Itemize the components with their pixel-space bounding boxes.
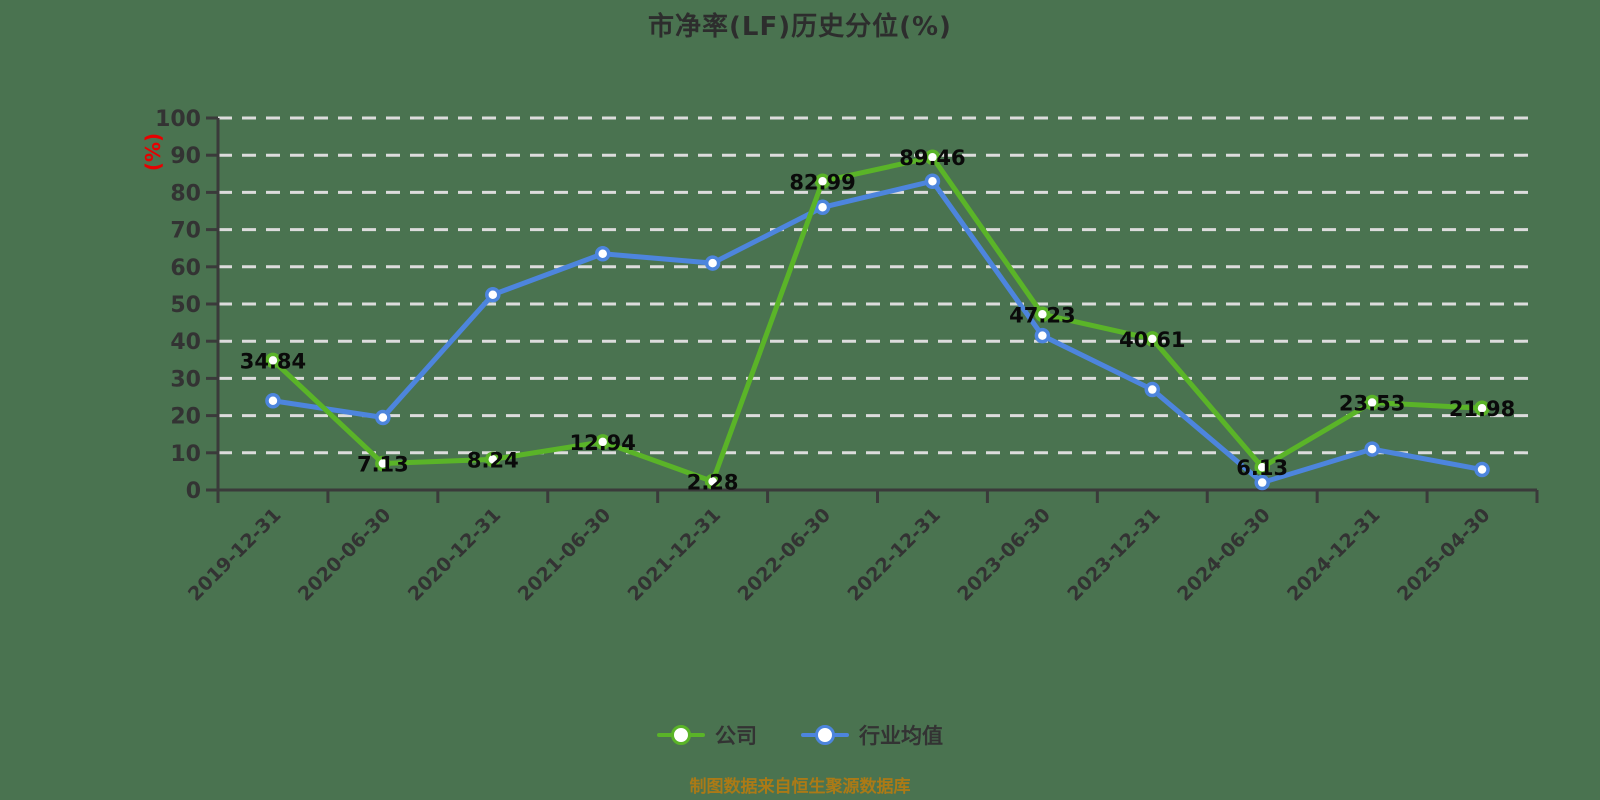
x-tick-label: 2020-06-30 bbox=[294, 504, 396, 606]
data-point-marker bbox=[1034, 306, 1051, 323]
data-point-marker bbox=[704, 473, 721, 490]
data-point-marker bbox=[375, 455, 391, 472]
data-point-label: 34.84 bbox=[240, 349, 306, 373]
company-marker-icon bbox=[671, 725, 691, 745]
data-point-label: 82.99 bbox=[789, 170, 855, 194]
data-point-label: 89.46 bbox=[899, 146, 965, 170]
legend-label-industry: 行业均值 bbox=[859, 724, 943, 748]
data-point-marker bbox=[1364, 394, 1380, 411]
x-tick-label: 2025-04-30 bbox=[1393, 504, 1495, 606]
data-point-marker bbox=[485, 286, 501, 303]
x-tick-label: 2024-12-31 bbox=[1283, 504, 1385, 606]
x-tick-label: 2022-12-31 bbox=[843, 504, 945, 606]
x-tick-label: 2022-06-30 bbox=[734, 504, 836, 606]
data-point-marker bbox=[924, 149, 941, 165]
y-tick-label: 80 bbox=[170, 181, 201, 206]
data-point-marker bbox=[594, 246, 611, 262]
data-point-marker bbox=[1364, 441, 1380, 457]
industry-line-swatch bbox=[801, 724, 849, 746]
data-point-marker bbox=[1474, 400, 1490, 416]
chart-title: 市净率(LF)历史分位(%) bbox=[648, 12, 952, 42]
x-tick-label: 2021-12-31 bbox=[624, 504, 726, 606]
company-series-line bbox=[270, 154, 1485, 485]
data-point-marker bbox=[924, 173, 941, 189]
y-tick-label: 40 bbox=[170, 330, 201, 355]
x-tick-label: 2023-06-30 bbox=[953, 504, 1055, 606]
x-tick-label: 2020-12-31 bbox=[404, 504, 506, 606]
x-tick-label: 2019-12-31 bbox=[184, 504, 286, 606]
data-point-marker bbox=[375, 409, 391, 426]
data-point-marker bbox=[814, 173, 831, 190]
data-point-label: 40.61 bbox=[1119, 328, 1185, 352]
y-tick-label: 90 bbox=[170, 144, 201, 169]
chart-legend: 公司 行业均值 bbox=[0, 720, 1600, 750]
y-tick-label: 70 bbox=[170, 219, 201, 244]
data-source-note: 制图数据来自恒生聚源数据库 bbox=[689, 777, 911, 797]
data-point-marker bbox=[265, 392, 281, 409]
data-point-label: 21.98 bbox=[1449, 397, 1515, 421]
data-point-marker bbox=[1144, 381, 1161, 398]
data-point-marker bbox=[1034, 327, 1051, 344]
data-point-label: 23.53 bbox=[1339, 391, 1405, 415]
data-point-marker bbox=[704, 255, 721, 271]
y-tick-label: 100 bbox=[155, 107, 201, 132]
data-point-marker bbox=[1254, 474, 1270, 491]
y-tick-label: 10 bbox=[170, 442, 201, 467]
y-tick-label: 30 bbox=[170, 367, 201, 392]
x-tick-label: 2024-06-30 bbox=[1173, 504, 1275, 606]
industry-marker-icon bbox=[815, 725, 835, 745]
legend-item-industry[interactable]: 行业均值 bbox=[801, 720, 943, 750]
data-point-label: 47.23 bbox=[1009, 303, 1075, 327]
y-tick-label: 60 bbox=[170, 256, 201, 281]
x-tick-label: 2023-12-31 bbox=[1063, 504, 1165, 606]
y-tick-label: 50 bbox=[170, 293, 201, 318]
y-tick-label: 0 bbox=[186, 479, 201, 504]
data-point-label: 12.94 bbox=[569, 431, 635, 455]
data-point-marker bbox=[1474, 461, 1490, 478]
data-point-marker bbox=[265, 352, 281, 369]
data-point-label: 6.13 bbox=[1236, 456, 1288, 480]
data-point-label: 2.28 bbox=[687, 471, 739, 495]
data-point-marker bbox=[1144, 331, 1161, 347]
company-line-swatch bbox=[657, 724, 705, 746]
legend-item-company[interactable]: 公司 bbox=[657, 720, 757, 750]
data-point-marker bbox=[594, 434, 611, 450]
data-point-label: 7.13 bbox=[357, 452, 409, 476]
data-point-marker bbox=[814, 199, 831, 216]
x-tick-label: 2021-06-30 bbox=[514, 504, 616, 606]
data-point-marker bbox=[1254, 459, 1270, 475]
data-point-marker bbox=[485, 451, 501, 468]
industry-series-line bbox=[270, 178, 1485, 486]
legend-label-company: 公司 bbox=[715, 724, 757, 748]
y-tick-label: 20 bbox=[170, 405, 201, 430]
data-point-label: 8.24 bbox=[467, 448, 519, 472]
